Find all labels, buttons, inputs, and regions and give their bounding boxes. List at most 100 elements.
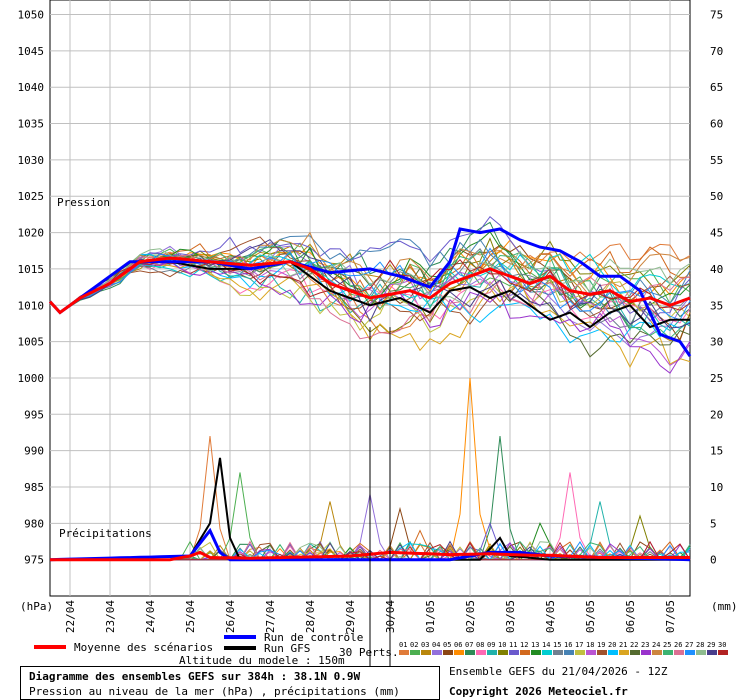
date-tick-label: 24/04 [144,600,157,633]
legend-gfs-label: Run GFS [264,642,310,655]
precip-tick-label: 40 [710,263,723,276]
date-tick-label: 25/04 [184,600,197,633]
member-swatch [553,650,563,655]
member-code-label: 19 [597,641,605,649]
date-tick-label: 03/05 [504,600,517,633]
perts-label: 30 Perts. [339,646,399,659]
date-axis: 22/04 23/04 24/04 25/04 26/04 27/04 28/04 29/04… [64,600,677,633]
date-tick-label: 26/04 [224,600,237,633]
member-swatch [608,650,618,655]
member-code-label: 09 [487,641,495,649]
member-code-label: 04 [432,641,440,649]
member-swatch [432,650,442,655]
member-swatch [564,650,574,655]
member-pressure-line [49,221,691,331]
member-code-label: 23 [641,641,649,649]
member-swatch [663,650,673,655]
pressure-tick-label: 995 [24,408,44,421]
member-swatch [410,650,420,655]
member-code-label: 07 [465,641,473,649]
chart-info-box: Diagramme des ensembles GEFS sur 384h : … [20,666,440,700]
member-swatch [542,650,552,655]
member-code-label: 27 [685,641,693,649]
date-tick-label: 05/05 [584,600,597,633]
member-code-label: 12 [520,641,528,649]
pressure-tick-label: 975 [24,554,44,567]
member-swatch [520,650,530,655]
member-swatch [707,650,717,655]
precip-tick-label: 70 [710,45,723,58]
member-pressure-line [49,247,691,321]
date-tick-label: 22/04 [64,600,77,633]
member-code-label: 05 [443,641,451,649]
chart-title: Diagramme des ensembles GEFS sur 384h : … [29,670,361,683]
member-code-label: 10 [498,641,506,649]
member-code-label: 02 [410,641,418,649]
day-markers [369,327,391,680]
member-pressure-line [49,255,691,366]
member-code-label: 21 [619,641,627,649]
member-swatch [487,650,497,655]
pressure-tick-label: 1000 [18,372,45,385]
member-code-label: 06 [454,641,462,649]
member-code-label: 25 [663,641,671,649]
member-swatch [498,650,508,655]
pressure-tick-label: 980 [24,517,44,530]
precip-tick-label: 75 [710,9,723,22]
member-swatch [454,650,464,655]
chart-legend: Moyenne des scénarios Run de contrôle Ru… [34,631,728,667]
precip-tick-label: 60 [710,118,723,131]
pressure-tick-label: 1025 [18,190,45,203]
pressure-tick-label: 1010 [18,299,45,312]
pressure-tick-label: 1020 [18,227,45,240]
member-code-label: 17 [575,641,583,649]
right-unit: (mm) [711,600,738,613]
date-tick-label: 29/04 [344,600,357,633]
altitude-label: Altitude du modele : 150m [179,654,345,667]
member-code-label: 15 [553,641,561,649]
precip-tick-label: 10 [710,481,723,494]
date-tick-label: 01/05 [424,600,437,633]
member-pressure-line [49,261,691,374]
pressure-tick-label: 1050 [18,9,45,22]
pressure-axis: 1050 1045 1040 1035 1030 1025 1020 1015 1010 1005… [18,9,45,567]
member-code-label: 03 [421,641,429,649]
member-legend: 01 02 03 04 05 06 07 08 09 10 11 12 13 14 15 16 17 18 19 20… [399,641,728,655]
precip-tick-label: 30 [710,336,723,349]
member-pressure-line [49,248,691,314]
precip-tick-label: 15 [710,445,723,458]
member-code-label: 01 [399,641,407,649]
member-swatch [465,650,475,655]
member-swatch [476,650,486,655]
precip-tick-label: 65 [710,81,723,94]
member-swatch [652,650,662,655]
pressure-tick-label: 1015 [18,263,45,276]
precip-tick-label: 25 [710,372,723,385]
member-swatch [696,650,706,655]
precip-tick-label: 0 [710,554,717,567]
precip-tick-label: 50 [710,190,723,203]
pressure-tick-label: 985 [24,481,44,494]
member-swatch [685,650,695,655]
member-code-label: 29 [707,641,715,649]
member-swatch [421,650,431,655]
member-pressure-line [49,245,691,348]
copyright: Copyright 2026 Meteociel.fr [449,685,628,698]
member-code-label: 18 [586,641,594,649]
legend-mean-label: Moyenne des scénarios [74,641,213,654]
member-swatch [586,650,596,655]
pressure-tick-label: 1030 [18,154,45,167]
left-unit: (hPa) [20,600,53,613]
member-swatch [619,650,629,655]
precip-tick-label: 55 [710,154,723,167]
series-pressure-0 [48,256,691,315]
pressure-label: Pression [57,196,110,209]
precip-label: Précipitations [59,527,152,540]
pressure-tick-label: 1045 [18,45,45,58]
member-code-label: 20 [608,641,616,649]
date-tick-label: 28/04 [304,600,317,633]
member-code-label: 08 [476,641,484,649]
member-swatch [718,650,728,655]
